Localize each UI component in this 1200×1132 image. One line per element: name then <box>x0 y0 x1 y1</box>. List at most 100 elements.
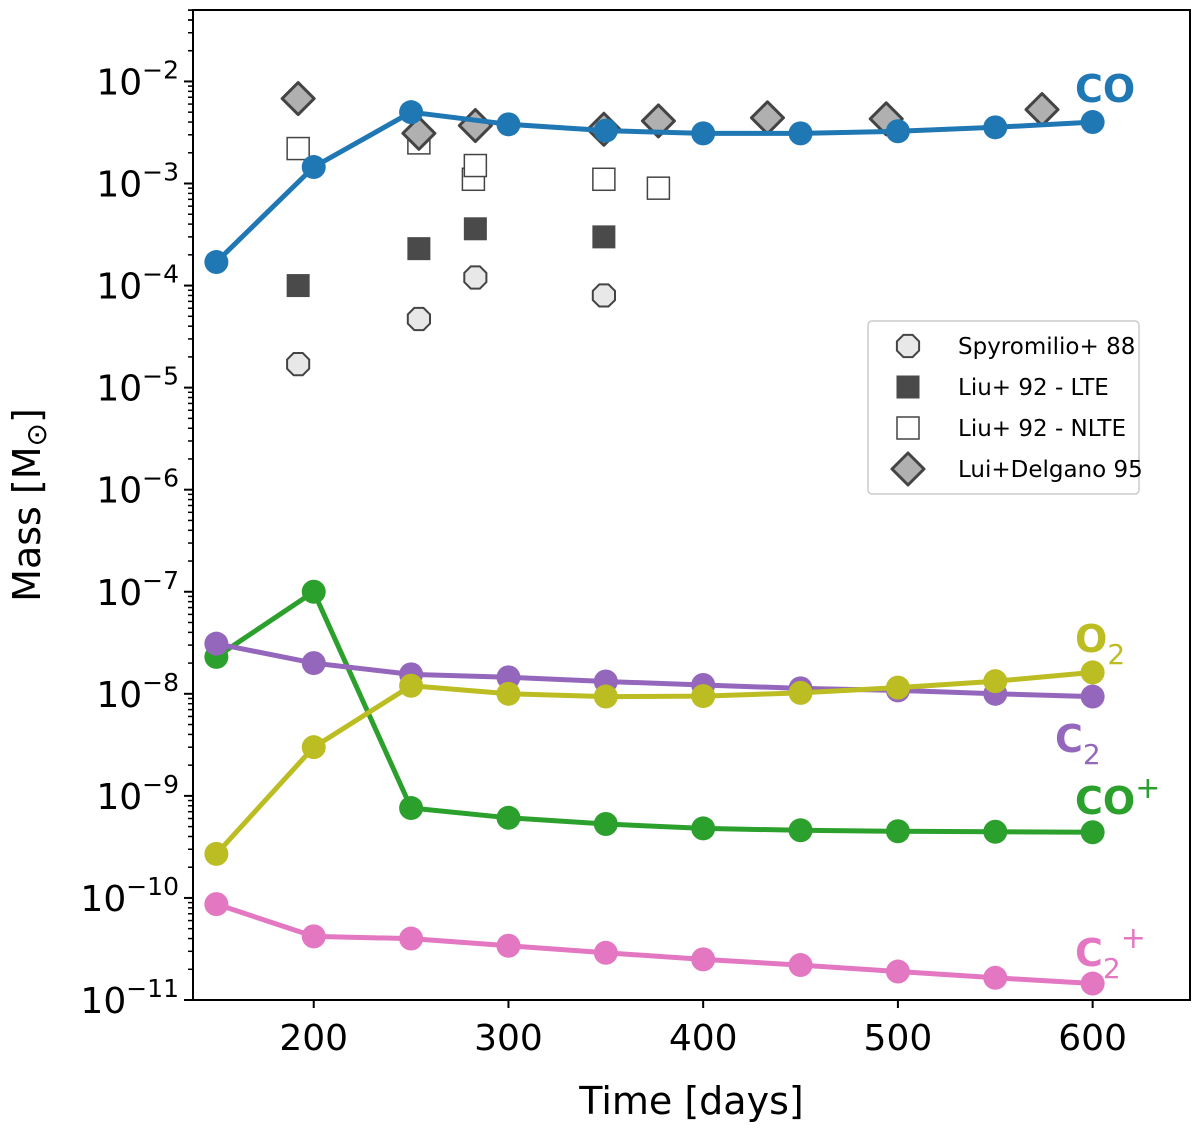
observation-marker <box>749 100 785 136</box>
x-axis-title: Time [days] <box>578 1079 803 1123</box>
y-tick-label: 10−11 <box>80 974 179 1022</box>
series-point <box>301 651 326 676</box>
series-label-o2: O2 <box>1075 617 1125 671</box>
series-line <box>215 901 1093 986</box>
observation-marker <box>640 103 676 139</box>
legend-label: Liu+ 92 - LTE <box>958 375 1109 401</box>
series-point <box>301 735 326 760</box>
series-point <box>399 673 424 698</box>
series-point <box>983 115 1008 140</box>
y-tick-label: 10−4 <box>96 260 179 308</box>
observation-marker <box>407 237 431 261</box>
series-point <box>301 924 326 949</box>
series-point <box>593 684 618 709</box>
x-tick-label: 300 <box>474 1018 543 1059</box>
series-point <box>885 819 910 844</box>
series-point <box>593 940 618 965</box>
series-labels: CO CO+C2 O2 C2+ <box>1055 67 1160 985</box>
axis-ticks: 200 300 400 500 600 10−11 10−10 10−9 10−8 10−7 10−… <box>80 9 1127 1059</box>
series-point <box>593 812 618 837</box>
observation-marker <box>463 153 488 178</box>
series-point <box>885 675 910 700</box>
x-tick-label: 400 <box>669 1018 738 1059</box>
observation-marker <box>591 283 616 308</box>
series-point <box>983 669 1008 694</box>
series-point <box>983 965 1008 990</box>
series-point <box>593 118 618 143</box>
observation-marker <box>286 352 311 377</box>
series-point <box>788 680 813 705</box>
series-line <box>214 109 1093 264</box>
y-tick-label: 10−7 <box>96 566 179 614</box>
legend-label: Lui+Delgano 95 <box>958 457 1143 483</box>
y-axis-title: Mass [M⊙] <box>5 408 53 602</box>
series-co-plus <box>204 579 1105 845</box>
series-point <box>204 892 229 917</box>
legend-marker <box>896 375 920 399</box>
y-tick-label: 10−5 <box>96 362 179 410</box>
observation-liu-92-nlte <box>286 131 671 200</box>
observation-marker <box>463 217 487 241</box>
series-point <box>399 100 424 125</box>
legend-marker <box>895 333 921 359</box>
observation-spyromilio-88 <box>286 265 616 377</box>
y-tick-label: 10−10 <box>80 872 179 920</box>
series-point <box>399 796 424 821</box>
series-point <box>788 818 813 843</box>
series-point <box>788 953 813 978</box>
series-point <box>204 841 229 866</box>
observation-markers <box>280 81 1060 377</box>
series-o2 <box>204 660 1105 866</box>
series-point <box>204 250 229 275</box>
y-tick-label: 10−2 <box>96 55 179 103</box>
series-c2-plus <box>204 892 1105 996</box>
series-point <box>301 579 326 604</box>
y-tick-label: 10−8 <box>96 668 179 716</box>
observation-marker <box>1024 92 1060 128</box>
series-label-c2-plus: C2+ <box>1075 921 1146 985</box>
observation-marker <box>406 306 431 332</box>
series-label-co: CO <box>1075 67 1135 111</box>
series-point <box>301 155 326 180</box>
series-point <box>691 684 716 709</box>
observation-marker <box>457 108 493 144</box>
series-line <box>215 641 1093 700</box>
model-series <box>204 100 1105 996</box>
series-point <box>204 631 229 656</box>
y-tick-label: 10−6 <box>96 464 179 512</box>
series-point <box>496 665 521 690</box>
legend-label: Spyromilio+ 88 <box>958 334 1135 360</box>
series-line <box>215 589 1093 835</box>
observation-marker <box>463 265 488 290</box>
series-point <box>691 121 716 146</box>
series-point <box>788 121 813 146</box>
y-tick-label: 10−3 <box>96 158 179 206</box>
observation-marker <box>280 81 316 117</box>
series-point <box>496 681 521 706</box>
observation-marker <box>286 136 310 161</box>
legend-label: Liu+ 92 - NLTE <box>958 416 1126 442</box>
series-co <box>204 100 1105 275</box>
series-point <box>983 819 1008 844</box>
plot-frame <box>192 9 1191 1001</box>
series-point <box>691 947 716 972</box>
series-point <box>1080 684 1105 709</box>
observation-marker <box>286 274 310 298</box>
series-point <box>691 816 716 841</box>
x-tick-label: 600 <box>1058 1018 1127 1059</box>
observation-marker <box>401 115 437 151</box>
series-point <box>885 119 910 144</box>
series-point <box>1080 971 1105 996</box>
series-point <box>496 112 521 137</box>
series-point <box>885 959 910 984</box>
legend-marker <box>890 451 926 487</box>
x-tick-label: 200 <box>279 1018 348 1059</box>
x-tick-label: 500 <box>864 1018 933 1059</box>
series-point <box>1080 820 1105 845</box>
observation-marker <box>592 167 616 192</box>
series-point <box>496 805 521 830</box>
series-label-co-plus: CO+ <box>1075 771 1160 823</box>
observation-marker <box>592 225 616 249</box>
y-tick-label: 10−9 <box>96 770 179 818</box>
